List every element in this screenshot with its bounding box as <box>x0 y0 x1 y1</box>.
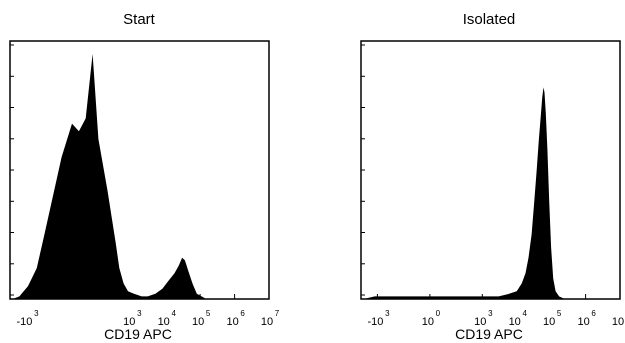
x-tick-label: 10 <box>192 316 204 328</box>
x-tick-label: -10 <box>367 316 383 328</box>
x-tick-label: 10 <box>509 316 521 328</box>
x-tick-exponent: 4 <box>171 309 176 318</box>
x-tick-label: -10 <box>16 316 32 328</box>
x-tick-exponent: 3 <box>488 309 493 318</box>
histogram-isolated <box>363 87 620 300</box>
chart-title-isolated: Isolated <box>463 11 516 28</box>
chart-isolated: Isolated -103100103104105106107 CD19 APC <box>360 11 624 342</box>
x-tick-exponent: 6 <box>240 309 245 318</box>
x-tick-label: 10 <box>158 316 170 328</box>
x-tick-label: 10 <box>123 316 135 328</box>
x-tick-label: 10 <box>543 316 555 328</box>
x-tick-exponent: 4 <box>522 309 527 318</box>
x-tick-label: 10 <box>261 316 273 328</box>
x-tick-exponent: 3 <box>34 309 39 318</box>
x-tick-exponent: 6 <box>591 309 596 318</box>
y-ticks-isolated <box>361 44 365 296</box>
x-axis-label-isolated: CD19 APC <box>455 326 523 342</box>
x-tick-label: 10 <box>612 316 624 328</box>
x-tick-exponent: 3 <box>385 309 390 318</box>
x-tick-exponent: 3 <box>137 309 142 318</box>
x-ticks-isolated: -103100103104105106107 <box>367 294 624 328</box>
chart-title-start: Start <box>123 11 156 28</box>
x-tick-label: 10 <box>226 316 238 328</box>
x-tick-exponent: 0 <box>436 309 441 318</box>
histogram-start <box>12 53 269 300</box>
x-tick-exponent: 5 <box>557 309 562 318</box>
x-tick-exponent: 7 <box>275 309 280 318</box>
plot-frame-isolated <box>360 40 621 300</box>
x-tick-label: 10 <box>577 316 589 328</box>
x-tick-label: 10 <box>422 316 434 328</box>
x-axis-label-start: CD19 APC <box>104 326 172 342</box>
x-tick-exponent: 5 <box>206 309 211 318</box>
x-tick-label: 10 <box>474 316 486 328</box>
y-ticks-start <box>10 44 14 296</box>
